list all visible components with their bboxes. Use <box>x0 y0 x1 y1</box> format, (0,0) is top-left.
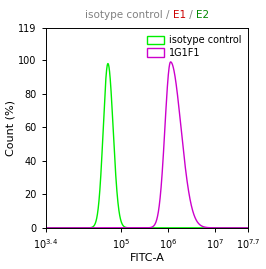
Text: isotype control /: isotype control / <box>85 10 173 20</box>
Text: E2: E2 <box>196 10 209 20</box>
Y-axis label: Count (%): Count (%) <box>6 100 15 156</box>
X-axis label: FITC-A: FITC-A <box>130 253 164 263</box>
Text: /: / <box>186 10 196 20</box>
Legend: isotype control, 1G1F1: isotype control, 1G1F1 <box>145 33 243 59</box>
Text: E1: E1 <box>173 10 186 20</box>
